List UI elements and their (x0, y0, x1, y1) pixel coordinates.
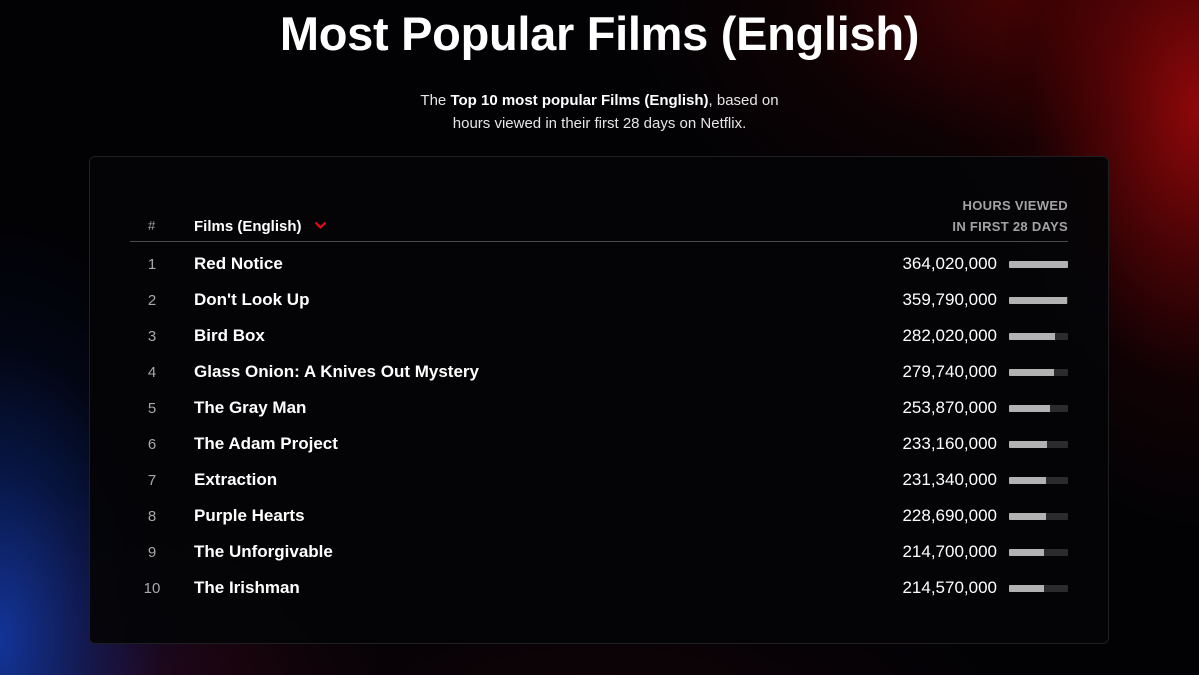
row-film-title[interactable]: The Gray Man (194, 398, 307, 417)
table-row[interactable]: 3 Bird Box 282,020,000 (90, 319, 1108, 355)
hours-bar-fill (1009, 297, 1068, 304)
subtitle-highlight: Top 10 most popular Films (English) (450, 92, 709, 109)
page-title: Most Popular Films (English) (279, 7, 920, 60)
table-row[interactable]: 10 The Irishman 214,570,000 (90, 571, 1108, 607)
hours-bar (1009, 261, 1068, 268)
row-film-title[interactable]: The Adam Project (194, 434, 338, 453)
row-rank: 7 (147, 472, 157, 489)
subtitle-prefix: The (420, 92, 451, 109)
row-film-title[interactable]: Purple Hearts (194, 506, 305, 525)
subtitle-line2: hours viewed in their first 28 days on N… (452, 115, 747, 132)
rank-column-header: # (148, 218, 156, 233)
table-row[interactable]: 1 Red Notice 364,020,000 (90, 247, 1108, 283)
row-film-title[interactable]: Don't Look Up (194, 290, 310, 309)
page-subtitle: The Top 10 most popular Films (English),… (0, 89, 1199, 135)
row-rank: 10 (143, 580, 161, 597)
table-row[interactable]: 6 The Adam Project 233,160,000 (90, 427, 1108, 463)
row-film-title[interactable]: Glass Onion: A Knives Out Mystery (194, 362, 479, 381)
table-row[interactable]: 4 Glass Onion: A Knives Out Mystery 279,74… (90, 355, 1108, 391)
row-rank: 5 (147, 400, 157, 417)
hours-bar (1009, 405, 1068, 412)
hours-bar-fill (1009, 441, 1047, 448)
hours-bar-fill (1009, 477, 1047, 484)
hours-bar (1009, 549, 1068, 556)
row-hours-viewed: 214,700,000 (902, 542, 997, 561)
row-film-title[interactable]: The Irishman (194, 578, 300, 597)
row-film-title[interactable]: The Unforgivable (194, 542, 333, 561)
hours-bar (1009, 297, 1068, 304)
hours-bar (1009, 369, 1068, 376)
row-film-title[interactable]: Extraction (194, 470, 278, 489)
table-row[interactable]: 5 The Gray Man 253,870,000 (90, 391, 1108, 427)
row-rank: 6 (147, 436, 157, 453)
subtitle-suffix: , based on (708, 92, 779, 109)
row-rank: 1 (147, 256, 157, 273)
table-row[interactable]: 8 Purple Hearts 228,690,000 (90, 499, 1108, 535)
hours-header-line2: IN FIRST 28 DAYS (952, 219, 1068, 234)
hours-bar-fill (1009, 513, 1047, 520)
hours-header-line1: HOURS VIEWED (962, 198, 1068, 213)
hours-bar-fill (1009, 261, 1068, 268)
hours-bar-fill (1009, 549, 1044, 556)
hours-viewed-column-header: HOURS VIEWED IN FIRST 28 DAYS (952, 195, 1068, 237)
top10-table-panel: # Films (English) HOURS VIEWED IN FIRST … (89, 156, 1109, 644)
row-hours-viewed: 364,020,000 (902, 254, 997, 273)
row-rank: 8 (147, 508, 157, 525)
table-row[interactable]: 7 Extraction 231,340,000 (90, 463, 1108, 499)
row-rank: 3 (147, 328, 157, 345)
header-divider (130, 241, 1068, 242)
row-hours-viewed: 359,790,000 (902, 290, 997, 309)
table-row[interactable]: 9 The Unforgivable 214,700,000 (90, 535, 1108, 571)
row-film-title[interactable]: Bird Box (194, 326, 265, 345)
row-rank: 9 (147, 544, 157, 561)
row-hours-viewed: 228,690,000 (902, 506, 997, 525)
row-hours-viewed: 231,340,000 (902, 470, 997, 489)
row-hours-viewed: 279,740,000 (902, 362, 997, 381)
row-rank: 4 (147, 364, 157, 381)
hours-bar-fill (1009, 585, 1044, 592)
chevron-down-icon (314, 216, 326, 233)
row-hours-viewed: 253,870,000 (902, 398, 997, 417)
row-film-title[interactable]: Red Notice (194, 254, 283, 273)
ranking-list: 1 Red Notice 364,020,000 2 Don't Look Up 359,… (90, 247, 1108, 607)
row-hours-viewed: 282,020,000 (902, 326, 997, 345)
row-hours-viewed: 214,570,000 (902, 578, 997, 597)
hours-bar-fill (1009, 333, 1055, 340)
hours-bar (1009, 441, 1068, 448)
row-rank: 2 (147, 292, 157, 309)
hours-bar (1009, 513, 1068, 520)
row-hours-viewed: 233,160,000 (902, 434, 997, 453)
hours-bar (1009, 333, 1068, 340)
category-dropdown-label: Films (English) (194, 218, 302, 235)
table-row[interactable]: 2 Don't Look Up 359,790,000 (90, 283, 1108, 319)
hours-bar-fill (1009, 369, 1055, 376)
hours-bar (1009, 477, 1068, 484)
hours-bar-fill (1009, 405, 1051, 412)
hours-bar (1009, 585, 1068, 592)
category-dropdown[interactable]: Films (English) (194, 216, 326, 235)
